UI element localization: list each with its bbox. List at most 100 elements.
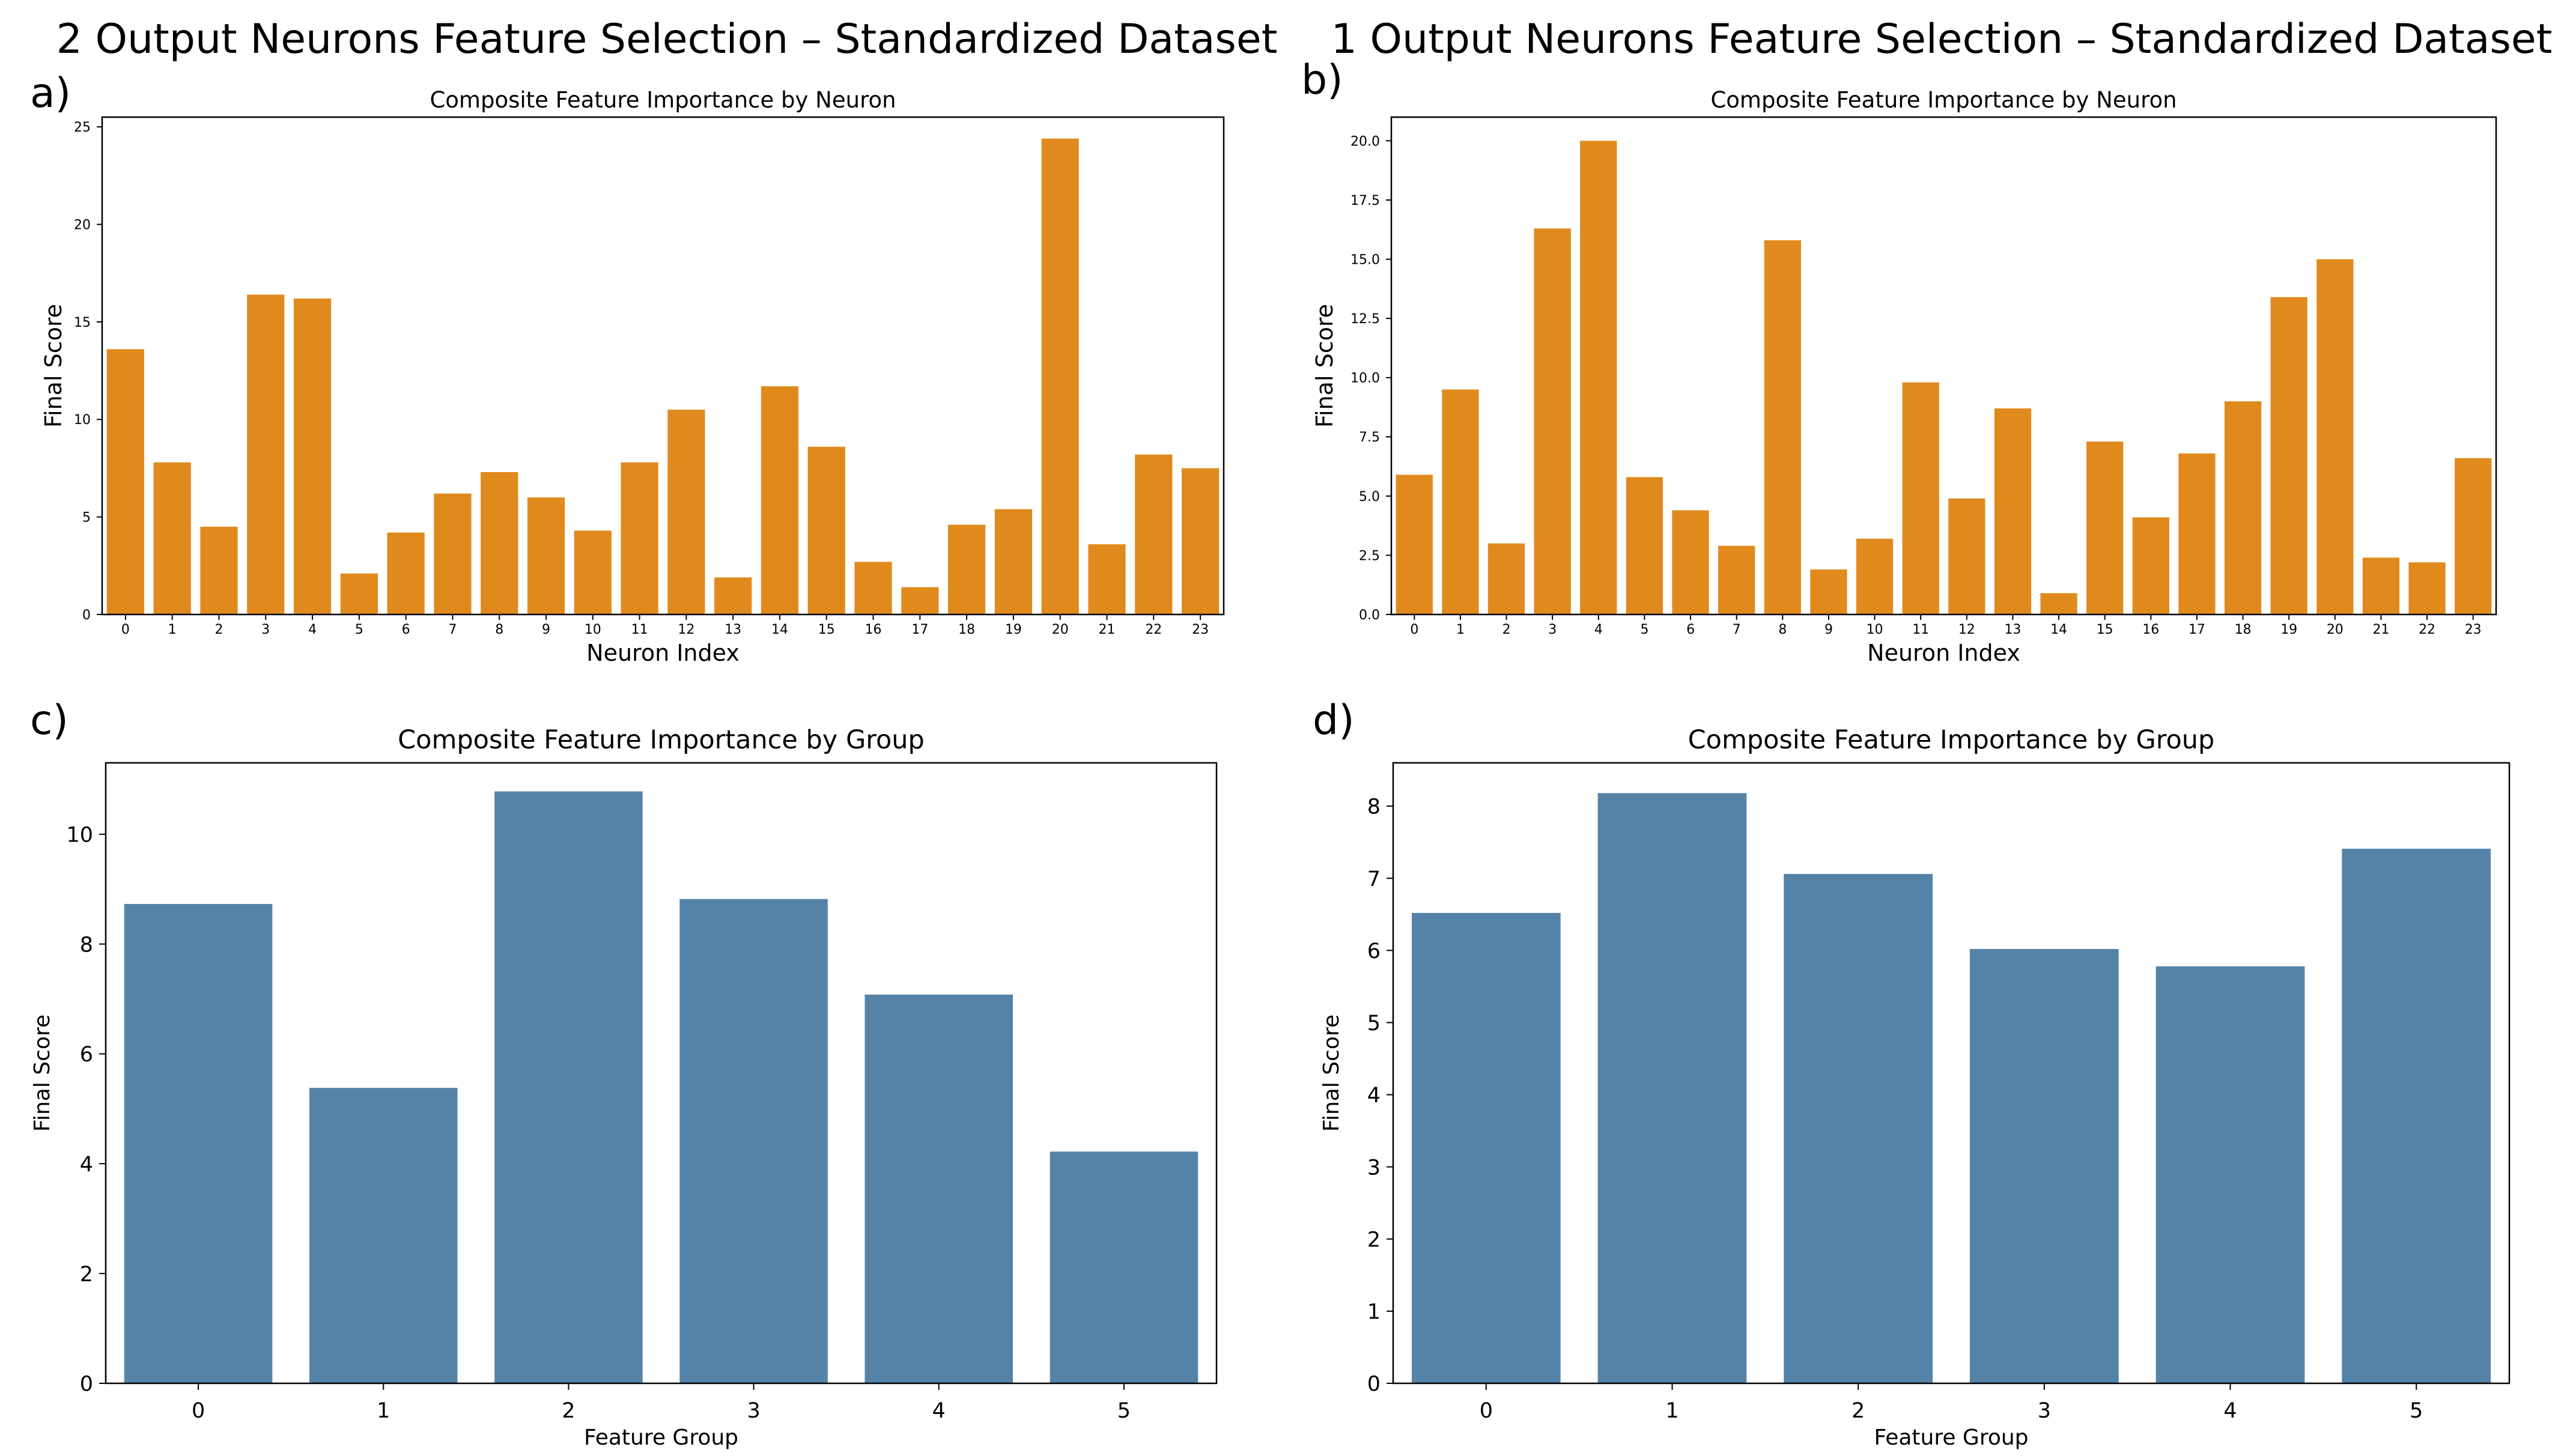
- bar-1: [153, 462, 191, 614]
- bar-15: [2086, 441, 2124, 614]
- chart-title: Composite Feature Importance by Group: [1688, 725, 2215, 755]
- bar-7: [1718, 545, 1755, 614]
- bar-2: [1784, 873, 1933, 1383]
- y-tick-label: 5.0: [1359, 490, 1380, 505]
- bar-7: [434, 493, 472, 614]
- bar-1: [1442, 389, 1479, 614]
- y-tick-label: 0: [1367, 1373, 1381, 1397]
- x-tick-label: 16: [865, 622, 882, 637]
- x-tick-label: 13: [2004, 622, 2021, 637]
- x-tick-label: 3: [747, 1399, 760, 1423]
- x-tick-label: 7: [448, 622, 457, 637]
- panel-letter-d: d): [1313, 697, 1355, 744]
- bar-3: [1969, 948, 2119, 1383]
- plot-frame: [1392, 762, 2511, 1385]
- bar-6: [1672, 510, 1709, 614]
- x-tick-label: 7: [1733, 622, 1741, 637]
- x-tick-label: 15: [818, 622, 835, 637]
- x-tick-label: 1: [1665, 1399, 1678, 1423]
- y-axis-label: Final Score: [30, 1015, 55, 1132]
- bar-20: [1041, 138, 1079, 614]
- bar-10: [574, 530, 612, 614]
- y-tick-label: 6: [80, 1043, 93, 1067]
- y-tick-label: 1: [1367, 1300, 1381, 1324]
- x-tick-label: 22: [2419, 622, 2435, 637]
- x-tick-label: 14: [771, 622, 788, 637]
- x-tick-label: 2: [1502, 622, 1511, 637]
- x-tick-label: 23: [2465, 622, 2482, 637]
- bar-15: [807, 446, 845, 614]
- bar-0: [106, 349, 145, 614]
- x-tick-label: 0: [121, 622, 130, 637]
- bar-16: [854, 562, 892, 614]
- x-tick-label: 12: [678, 622, 694, 637]
- x-tick-label: 16: [2142, 622, 2159, 637]
- bar-17: [901, 587, 939, 614]
- y-axis-label: Final Score: [40, 304, 67, 428]
- chart-neuron-importance-1-output: 0 1 2 3 4 5 6 7 8 9 10 11 12 13 14 15 16 17 18 19 20 21 22 230.…: [1311, 87, 2497, 666]
- x-tick-label: 5: [1117, 1399, 1131, 1423]
- x-axis-label: Feature Group: [1874, 1425, 2028, 1450]
- figure-title-left: 2 Output Neurons Feature Selection – Sta…: [56, 16, 1278, 63]
- x-tick-label: 20: [2327, 622, 2344, 637]
- y-tick-label: 5: [82, 511, 91, 526]
- x-tick-label: 4: [2223, 1399, 2237, 1423]
- y-tick-label: 7: [1367, 867, 1381, 891]
- x-tick-label: 11: [631, 622, 648, 637]
- bar-2: [200, 526, 238, 614]
- bar-4: [864, 994, 1013, 1383]
- x-tick-label: 5: [355, 622, 363, 637]
- bar-23: [2455, 458, 2492, 614]
- bar-19: [994, 509, 1033, 614]
- bar-3: [247, 294, 285, 614]
- bar-19: [2270, 297, 2307, 615]
- x-tick-label: 8: [1778, 622, 1787, 637]
- bar-14: [761, 386, 799, 614]
- y-tick-label: 20.0: [1350, 134, 1380, 149]
- y-tick-label: 17.5: [1350, 193, 1380, 208]
- y-tick-label: 4: [1367, 1084, 1381, 1108]
- bar-9: [527, 497, 565, 614]
- bar-5: [1050, 1151, 1198, 1383]
- bar-9: [1810, 569, 1847, 614]
- bar-5: [340, 573, 378, 614]
- y-tick-label: 8: [80, 933, 93, 957]
- x-tick-label: 3: [261, 622, 270, 637]
- bar-21: [1088, 544, 1126, 614]
- x-tick-label: 23: [1192, 622, 1209, 637]
- bar-3: [1534, 228, 1571, 614]
- x-tick-label: 21: [2372, 622, 2389, 637]
- bar-0: [1396, 475, 1433, 614]
- x-tick-label: 0: [1410, 622, 1418, 637]
- x-axis-label: Neuron Index: [586, 640, 740, 666]
- x-tick-label: 17: [911, 622, 928, 637]
- bar-2: [494, 791, 643, 1383]
- bar-18: [948, 524, 986, 614]
- x-tick-label: 9: [1824, 622, 1833, 637]
- x-tick-label: 19: [2280, 622, 2297, 637]
- y-tick-label: 10.0: [1350, 371, 1380, 386]
- bar-23: [1181, 468, 1220, 614]
- x-tick-label: 12: [1958, 622, 1975, 637]
- x-tick-label: 18: [958, 622, 975, 637]
- x-tick-label: 5: [2410, 1399, 2423, 1423]
- bar-5: [2342, 848, 2491, 1383]
- y-tick-label: 2.5: [1359, 548, 1380, 563]
- bar-11: [1902, 382, 1939, 614]
- x-tick-label: 2: [562, 1399, 575, 1423]
- bar-21: [2362, 557, 2400, 614]
- x-tick-label: 20: [1052, 622, 1069, 637]
- bar-6: [387, 532, 425, 614]
- chart-title: Composite Feature Importance by Group: [398, 725, 925, 755]
- x-tick-label: 6: [402, 622, 410, 637]
- x-axis-label: Feature Group: [584, 1425, 738, 1450]
- y-tick-label: 25: [74, 120, 91, 135]
- y-axis-label: Final Score: [1319, 1015, 1344, 1132]
- bar-20: [2316, 259, 2354, 615]
- x-tick-label: 22: [1145, 622, 1162, 637]
- chart-neuron-importance-2-outputs: 0 1 2 3 4 5 6 7 8 9 10 11 12 13 14 15 16 17 18 19 20 21 22 2305…: [40, 87, 1225, 666]
- chart-group-importance-2-outputs: 0 1 2 3 4 5 0 2 4 6 8 10 Composite Feature Importanc…: [30, 725, 1218, 1450]
- chart-title: Composite Feature Importance by Neuron: [1710, 87, 2177, 113]
- bar-4: [293, 298, 332, 615]
- y-tick-label: 8: [1367, 795, 1381, 819]
